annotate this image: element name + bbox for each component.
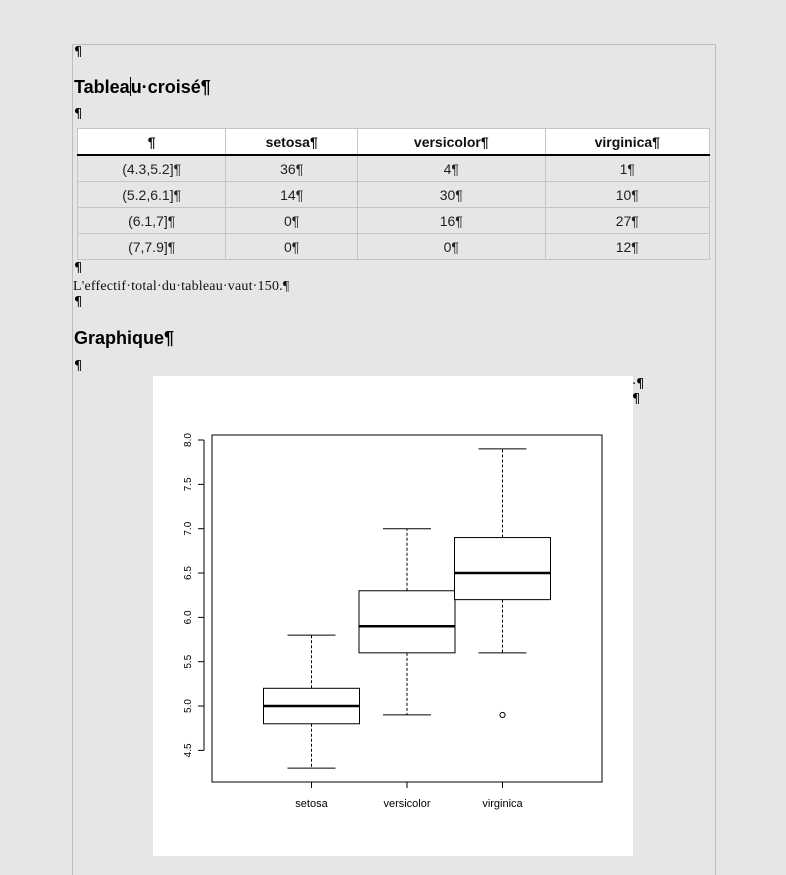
y-tick-label: 7.0 [183,521,194,535]
y-tick-label: 5.0 [183,699,194,713]
frame-mark-1: ·¶ [632,377,645,392]
y-tick-label: 8.0 [183,433,194,447]
table-row: (6.1,7]¶ 0¶ 16¶ 27¶ [76,207,711,234]
table-cell[interactable]: (5.2,6.1]¶ [76,181,227,208]
table-cell[interactable]: 14¶ [225,181,358,208]
table-row: (5.2,6.1]¶ 14¶ 30¶ 10¶ [76,181,711,208]
section-title-part2: u·croisé¶ [130,77,211,97]
table-row: (7,7.9]¶ 0¶ 0¶ 12¶ [76,233,711,260]
section-title-graphique[interactable]: Graphique¶ [74,328,175,348]
y-tick-label: 6.0 [183,610,194,624]
empty-paragraph-3[interactable]: ¶ [74,261,83,276]
empty-paragraph-1[interactable]: ¶ [74,45,83,60]
table-header-cell[interactable]: setosa¶ [225,128,358,156]
text-cursor [129,77,131,96]
table-cell[interactable]: 10¶ [544,181,711,208]
section-title-part1: Tablea [74,77,130,97]
table-cell[interactable]: 36¶ [225,154,358,182]
table-cell[interactable]: (6.1,7]¶ [76,207,227,234]
table-cell[interactable]: 1¶ [544,154,711,182]
table-cell[interactable]: 27¶ [544,207,711,234]
empty-paragraph-4[interactable]: ¶ [74,295,83,310]
box [358,590,456,654]
table-cell[interactable]: (7,7.9]¶ [76,233,227,260]
table-cell[interactable]: 12¶ [544,233,711,260]
section-title-crosstab[interactable]: Tableau·croisé¶ [74,77,211,98]
total-sentence[interactable]: L'effectif·total·du·tableau·vaut·150.¶ [73,279,290,294]
table-header-cell[interactable]: virginica¶ [544,128,711,156]
table-cell[interactable]: 0¶ [225,207,358,234]
empty-paragraph-2[interactable]: ¶ [74,107,83,122]
table-header-row: ¶ setosa¶ versicolor¶ virginica¶ [76,128,711,156]
table-cell[interactable]: 30¶ [357,181,546,208]
table-cell[interactable]: 0¶ [225,233,358,260]
box [454,537,551,601]
table-cell[interactable]: 16¶ [357,207,546,234]
page-border [72,44,716,875]
crosstab-table[interactable]: ¶ setosa¶ versicolor¶ virginica¶ (4.3,5.… [76,128,711,260]
x-tick-label: versicolor [383,798,430,810]
x-tick-label: setosa [295,798,328,810]
table-header-cell[interactable]: versicolor¶ [357,128,546,156]
x-tick-label: virginica [482,798,523,810]
outlier-point [499,711,506,719]
y-tick-label: 6.5 [183,566,194,580]
table-cell[interactable]: (4.3,5.2]¶ [76,154,227,182]
table-cell[interactable]: 0¶ [357,233,546,260]
y-tick-label: 5.5 [183,654,194,668]
y-tick-label: 4.5 [183,743,194,757]
y-tick-label: 7.5 [183,477,194,491]
table-row: (4.3,5.2]¶ 36¶ 4¶ 1¶ [76,154,711,182]
boxplot-chart: 4.5 5.0 5.5 6.0 6.5 7.0 7.5 8.0 setosa versicolor… [183,433,603,810]
boxplot-figure[interactable]: 4.5 5.0 5.5 6.0 6.5 7.0 7.5 8.0 setosa versicolor… [153,376,633,856]
table-cell[interactable]: 4¶ [357,154,546,182]
empty-paragraph-5[interactable]: ¶ [74,359,83,374]
frame-mark-2: ¶ [632,392,641,407]
frame-anchor-marks: ·¶ ¶ [632,377,644,407]
table-header-cell[interactable]: ¶ [76,128,227,156]
